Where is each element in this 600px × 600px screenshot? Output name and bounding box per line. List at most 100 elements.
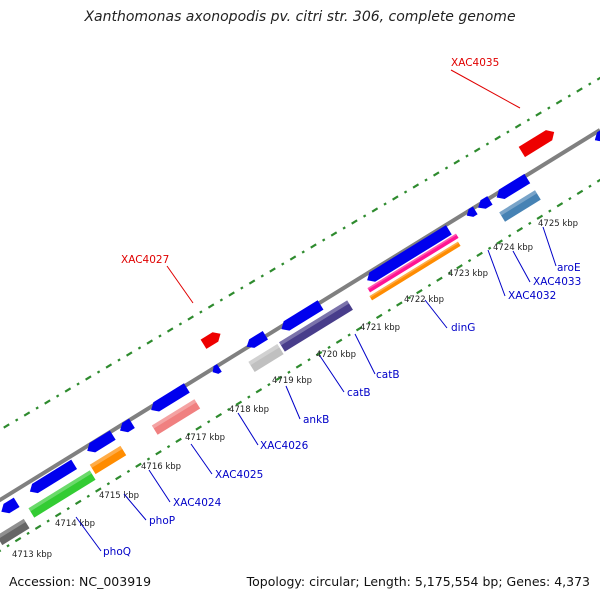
leader-line [148,469,171,503]
tick-mark [588,184,592,188]
tick-mark [516,226,524,233]
tick-mark [54,512,62,518]
gene-label-xac4027[interactable]: XAC4027 [121,254,194,304]
tick-mark [66,506,70,511]
feature-bar [151,399,201,435]
leader-line [166,265,194,304]
gene-label-phop[interactable]: phoP [123,493,175,527]
tick-mark [403,190,408,194]
tick-mark [14,536,22,543]
tick-mark [275,375,283,382]
gene-label-text[interactable]: XAC4024 [173,497,222,509]
tick-mark [255,388,263,394]
gene-label-text[interactable]: ankB [303,414,329,426]
feature-shine [499,190,537,216]
scale-label: 4721 kbp [360,323,400,333]
feature-track-bar[interactable] [369,241,461,301]
gene-label-xac4035[interactable]: XAC4035 [450,57,521,109]
reverse-gene-arrow[interactable] [279,300,324,334]
gene-label-text[interactable]: phoQ [103,546,131,558]
feature-track-bar[interactable] [89,445,127,475]
tick-mark [15,418,19,422]
gene-label-text[interactable]: XAC4025 [215,469,263,481]
feature-bar [0,518,30,546]
feature-track-bar[interactable] [151,399,201,435]
gene-label-text[interactable]: XAC4035 [451,57,499,69]
gene-label-text[interactable]: XAC4033 [533,276,581,288]
forward-gene-arrow[interactable] [200,329,224,349]
forward-gene-arrow[interactable] [518,127,558,158]
gene-arrow-shape [367,225,452,282]
reverse-gene-arrow[interactable] [148,383,190,414]
gene-label-text[interactable]: phoP [149,515,175,527]
gene-label-xac4024[interactable]: XAC4024 [148,469,222,509]
tick-mark [267,382,271,387]
forward-gene-arrow[interactable] [592,129,600,145]
tick-mark [436,276,443,282]
gene-arrow-shape [87,430,116,453]
gene-label-xac4026[interactable]: XAC4026 [237,412,309,452]
feature-track-bar[interactable] [28,470,96,518]
gene-label-aroe[interactable]: aroE [542,226,581,274]
gene-label-text[interactable]: dinG [451,322,475,334]
tick-mark [215,412,223,419]
reverse-gene-arrow[interactable] [0,497,20,517]
tick-mark [146,457,151,461]
reverse-gene-arrow[interactable] [84,430,116,455]
gene-label-text[interactable]: catB [376,369,400,381]
gene-label-phoq[interactable]: phoQ [75,516,131,558]
reverse-gene-arrow[interactable] [464,206,478,220]
tick-mark [34,524,42,530]
gene-arrow-shape [594,129,600,142]
reverse-gene-arrow[interactable] [27,459,78,497]
gene-label-ding[interactable]: dinG [424,299,475,334]
feature-shine [28,470,92,512]
tick-mark [248,279,256,285]
tick-mark [547,106,551,110]
map-title: Xanthomonas axonopodis pv. citri str. 30… [84,9,516,25]
gene-arrow-shape [496,173,531,199]
reverse-gene-arrow[interactable] [210,364,222,376]
gene-label-text[interactable]: XAC4032 [508,290,556,302]
tick-mark [289,255,297,261]
tick-mark [506,130,510,134]
feature-track-bar[interactable] [279,300,353,352]
feature-track-bar[interactable] [0,518,30,546]
gene-arrow-shape [212,364,222,374]
gene-label-catb[interactable]: catB [354,333,400,381]
gene-label-xac4033[interactable]: XAC4033 [512,250,581,288]
reverse-gene-arrow[interactable] [475,196,493,212]
tick-mark [307,358,311,362]
gene-label-text[interactable]: aroE [557,262,581,274]
feature-bar [367,233,459,293]
gene-label-catb[interactable]: catB [319,355,371,399]
leader-line [237,412,259,446]
scale-label: 4715 kbp [99,491,139,501]
gene-label-xac4025[interactable]: XAC4025 [190,443,263,481]
reverse-gene-arrow[interactable] [364,225,452,285]
feature-bar [248,343,284,373]
tick-mark [494,135,501,141]
gene-label-text[interactable]: XAC4026 [260,440,309,452]
scale-label: 4723 kbp [448,269,488,279]
reverse-gene-arrow[interactable] [117,418,135,436]
leader-line [512,250,531,283]
feature-bar [369,241,461,301]
tick-mark [95,487,102,493]
tick-mark [199,310,203,314]
reverse-gene-arrow[interactable] [244,330,268,351]
gene-label-xac4032[interactable]: XAC4032 [487,249,556,302]
tick-mark [105,363,113,369]
leader-line [123,493,147,521]
gene-label-text[interactable]: catB [347,387,371,399]
leader-line [354,333,376,375]
tick-mark [301,250,305,254]
gene-label-ankb[interactable]: ankB [285,385,329,426]
gene-label-text[interactable]: XAC4027 [121,254,169,266]
feature-track-bar[interactable] [248,343,284,373]
feature-track-bar[interactable] [499,190,541,222]
tick-mark [342,226,346,230]
feature-track-bar[interactable] [367,233,459,293]
reverse-gene-arrow[interactable] [494,173,531,202]
